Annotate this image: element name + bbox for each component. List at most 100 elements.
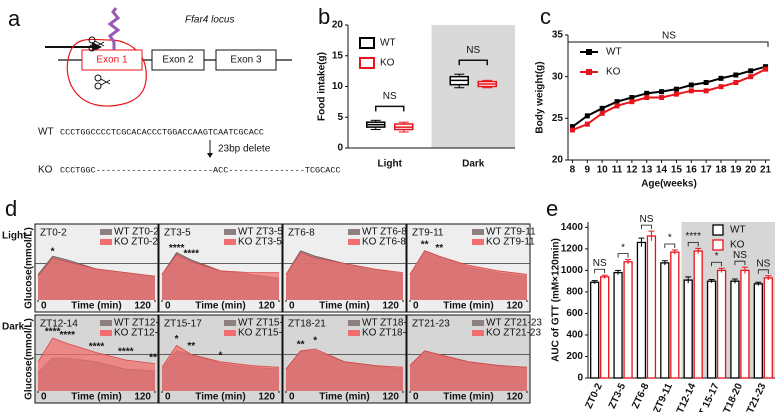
dark-phase-shade [431,25,515,148]
x-tick-label: 11 [612,165,623,176]
significance-label: ** [297,339,305,350]
legend-swatch [472,239,484,245]
legend-label: KO ZT21-23 [486,328,541,339]
x-axis-label: Time (min) [319,392,369,403]
arrow-head [207,153,213,158]
panel-a: a Ffar4 locus Exon 1 Exon 2 Exon 3 WT CC… [8,6,341,176]
legend-swatch [348,239,360,245]
area-fill [162,345,279,391]
legend-label: KO ZT6-8 [362,237,406,248]
legend-swatch [712,239,724,251]
legend-label: KO ZT9-11 [486,237,535,248]
locus-label: Ffar4 locus [185,15,234,26]
legend-swatch [472,229,484,235]
area-fill [38,338,155,391]
x-tick-label: 12 [626,165,638,176]
point [569,127,575,133]
bar [706,280,717,379]
series-line [161,253,279,275]
x-tick-label: 0 [289,392,295,403]
bar [590,281,600,379]
bar [600,276,610,379]
x-tick-label: 20 [745,165,757,176]
x-tick-label: 19 [730,165,742,176]
x-tick-label: 0 [289,301,295,312]
guide-rna [107,7,121,50]
legend-swatch [100,330,112,336]
y-tick-label: 1000 [561,265,584,276]
legend-label: KO ZT0-2 [114,237,158,248]
x-tick-label: Dark [462,159,485,170]
x-tick-label: 120 [506,301,523,312]
ko-label: KO [38,165,53,176]
legend-label: WT [606,47,622,58]
point [629,95,635,100]
point [673,86,679,92]
legend-label: WT ZT21-23 [486,318,542,329]
area-fill [162,254,279,300]
significance-label: * [668,233,672,244]
bar [763,277,773,379]
x-tick-label: 120 [134,301,151,312]
significance-label: NS [466,45,480,56]
bar [716,269,727,379]
significance-label: * [621,242,625,253]
panel-title: ZT3-5 [164,228,191,239]
x-tick-label: 0 [165,301,171,312]
x-tick-label: ZT 15-17 [695,381,722,412]
x-tick-label: 21 [760,165,772,176]
x-tick-label: 0 [41,392,47,403]
significance-label: **** [45,327,61,338]
point [599,105,605,111]
area-fill [38,258,155,300]
significance-label: *** [149,352,161,363]
bar [693,250,703,379]
significance-bracket [617,253,629,258]
point [718,84,724,90]
legend-swatch [348,229,360,235]
legend-swatch [359,57,375,69]
point [688,82,694,88]
legend-label: WT ZT6-8 [362,227,407,238]
legend-swatch [224,229,236,235]
y-tick-label: 200 [566,351,583,362]
exon-box [81,49,143,71]
wt-sequence: CCCTGGCCCCTCGCACACCCTGGACCAAGTCAATCGCACC [60,127,264,137]
panel-label: c [540,4,551,29]
significance-bracket [664,243,676,248]
row-label: Light [2,231,27,242]
significance-label: * [219,350,223,361]
legend-label: WT ZT0-2 [114,227,159,238]
x-tick-label: ZT6-8 [630,381,651,410]
series-line [409,250,528,275]
point [673,91,679,97]
x-axis-label: Age(weeks) [641,179,697,190]
x-axis-label: Time (min) [71,301,121,312]
y-tick-label: 1200 [561,244,584,255]
x-tick-label: ZT18-20 [719,381,745,412]
bar [683,279,693,379]
point [614,103,620,109]
significance-label: NS [593,258,607,269]
x-tick-label: 0 [165,392,171,403]
point [703,88,709,94]
row-label: Dark [2,322,25,333]
legend-swatch [712,224,724,236]
y-tick-label: 30 [552,71,564,82]
x-tick-label: 18 [715,165,727,176]
panel-label: b [318,4,330,29]
point [644,90,650,96]
x-tick-label: ZT3-5 [607,381,628,410]
x-axis-label: Time (min) [443,301,493,312]
legend-label: KO [380,58,395,69]
panel-title: ZT21-23 [412,319,450,330]
ko-sequence: CCCTGGC-----------------------ACC-------… [60,165,341,175]
significance-bracket [734,260,746,266]
significance-label: **** [169,243,185,254]
wt-label: WT [38,127,54,138]
y-tick-label: 0 [577,373,583,384]
y-tick-label: 20 [332,20,344,31]
legend-swatch [472,330,484,336]
series-line [285,348,404,370]
significance-bracket [458,59,488,66]
